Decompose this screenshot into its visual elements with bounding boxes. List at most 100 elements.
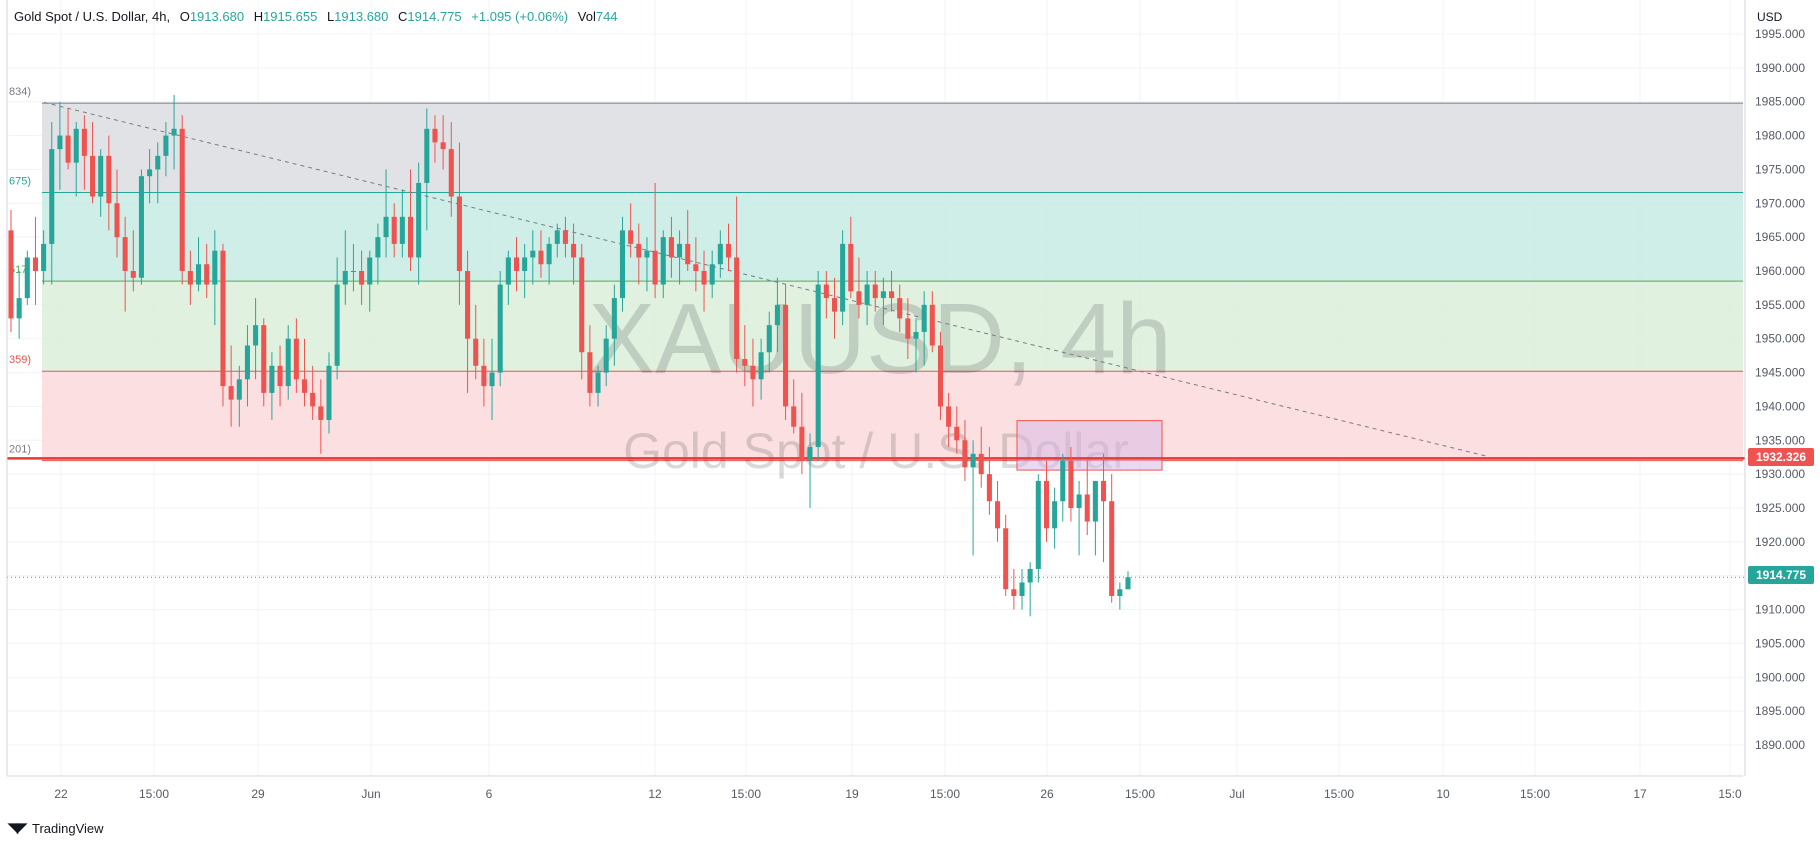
- candle-body: [546, 243, 552, 265]
- candle-body: [367, 257, 373, 285]
- candle-body: [375, 237, 381, 258]
- candle-body: [407, 216, 414, 258]
- candle-body: [1092, 480, 1098, 522]
- candle-body: [644, 250, 650, 258]
- x-tick-label: 15:00: [139, 787, 169, 801]
- candle-body: [937, 345, 944, 407]
- candle-body: [24, 257, 30, 299]
- candle-body: [505, 257, 511, 285]
- symbol-title[interactable]: Gold Spot / U.S. Dollar, 4h,: [14, 9, 171, 24]
- candle-body: [791, 406, 797, 427]
- candle-body: [204, 264, 210, 285]
- x-tick-label: 17: [1633, 787, 1647, 801]
- candle-body: [334, 284, 340, 366]
- candle-body: [359, 271, 365, 285]
- candle-body: [725, 243, 732, 258]
- candle-body: [41, 243, 47, 271]
- candle-body: [195, 264, 202, 285]
- fib-level-label: 201): [9, 444, 31, 456]
- candle-body: [986, 474, 992, 502]
- candle-body: [897, 298, 903, 319]
- open-value: O1913.680: [179, 9, 245, 24]
- x-tick-label: 12: [648, 787, 662, 801]
- candle-body: [815, 284, 821, 448]
- y-tick-label: 1905.000: [1755, 636, 1805, 650]
- y-tick-label: 1980.000: [1755, 129, 1805, 143]
- candle-body: [701, 271, 707, 285]
- candle-body: [456, 196, 462, 271]
- y-tick-label: 1955.000: [1755, 298, 1805, 312]
- candle-body: [424, 128, 430, 183]
- candle-body: [709, 264, 715, 285]
- x-tick-label: 19: [845, 787, 859, 801]
- candle-body: [1052, 501, 1058, 529]
- candle-body: [823, 284, 829, 299]
- candle-body: [1011, 589, 1017, 597]
- x-tick-label: 6: [486, 787, 493, 801]
- candle-body: [49, 149, 55, 244]
- y-tick-label: 1990.000: [1755, 61, 1805, 75]
- candle-body: [473, 338, 479, 366]
- fib-zone: [42, 371, 1743, 461]
- x-tick-label: 22: [54, 787, 68, 801]
- fib-level-label: 517: [9, 264, 27, 276]
- candle-body: [840, 243, 846, 312]
- candlestick-series[interactable]: [8, 94, 1131, 617]
- candle-body: [147, 169, 153, 177]
- volume-value: Vol744: [577, 9, 618, 24]
- close-value: C1914.775: [398, 9, 462, 24]
- candle-body: [929, 304, 935, 346]
- candle-body: [301, 379, 308, 393]
- x-tick-label: 15:00: [731, 787, 761, 801]
- candle-body: [1035, 480, 1041, 569]
- drawings[interactable]: [7, 101, 1745, 578]
- candle-body: [285, 338, 291, 387]
- x-tick-label: 15:0: [1718, 787, 1742, 801]
- candle-body: [913, 331, 919, 339]
- candle-body: [774, 304, 780, 326]
- tradingview-brand[interactable]: ◥◤ TradingView: [8, 820, 104, 836]
- candle-body: [187, 271, 193, 285]
- y-tick-label: 1965.000: [1755, 230, 1805, 244]
- y-tick-label: 1940.000: [1755, 399, 1805, 413]
- candle-body: [579, 257, 585, 353]
- fibonacci-retracement[interactable]: 834) 675) 517 359) 201): [9, 86, 1743, 462]
- candle-body: [538, 250, 544, 265]
- candle-body: [554, 230, 560, 244]
- x-tick-label: Jun: [361, 787, 380, 801]
- candle-body: [32, 257, 38, 271]
- candle-body: [734, 257, 740, 360]
- candle-body: [571, 243, 577, 258]
- candle-body: [995, 501, 1001, 529]
- candle-body: [244, 345, 250, 380]
- currency-label[interactable]: USD: [1757, 10, 1783, 24]
- candle-body: [636, 243, 642, 258]
- y-tick-label: 1895.000: [1755, 704, 1805, 718]
- candle-body: [530, 250, 536, 258]
- fib-level-label: 675): [9, 175, 31, 187]
- y-tick-label: 1985.000: [1755, 95, 1805, 109]
- change-value: +1.095 (+0.06%): [471, 9, 569, 24]
- candle-body: [155, 155, 161, 170]
- candle-body: [16, 298, 22, 319]
- candle-body: [138, 176, 144, 278]
- candle-body: [220, 250, 226, 387]
- candle-body: [114, 203, 120, 238]
- candle-body: [652, 250, 658, 285]
- candle-body: [742, 359, 748, 366]
- rectangle-drawing: [1016, 420, 1163, 471]
- candle-body: [432, 128, 438, 143]
- tradingview-logo-icon: ◥◤: [8, 820, 27, 835]
- y-tick-label: 1960.000: [1755, 264, 1805, 278]
- candle-body: [693, 264, 699, 271]
- axes[interactable]: 1890.000 1895.000 1900.000 1905.000 1910.000…: [6, 0, 1805, 801]
- candle-body: [81, 128, 87, 156]
- candle-body: [946, 406, 952, 427]
- candle-body: [1101, 480, 1107, 502]
- candle-body: [318, 406, 324, 420]
- candle-body: [872, 284, 878, 299]
- candle-body: [448, 149, 454, 197]
- y-tick-label: 1910.000: [1755, 603, 1805, 617]
- high-value: H1915.655: [253, 9, 318, 24]
